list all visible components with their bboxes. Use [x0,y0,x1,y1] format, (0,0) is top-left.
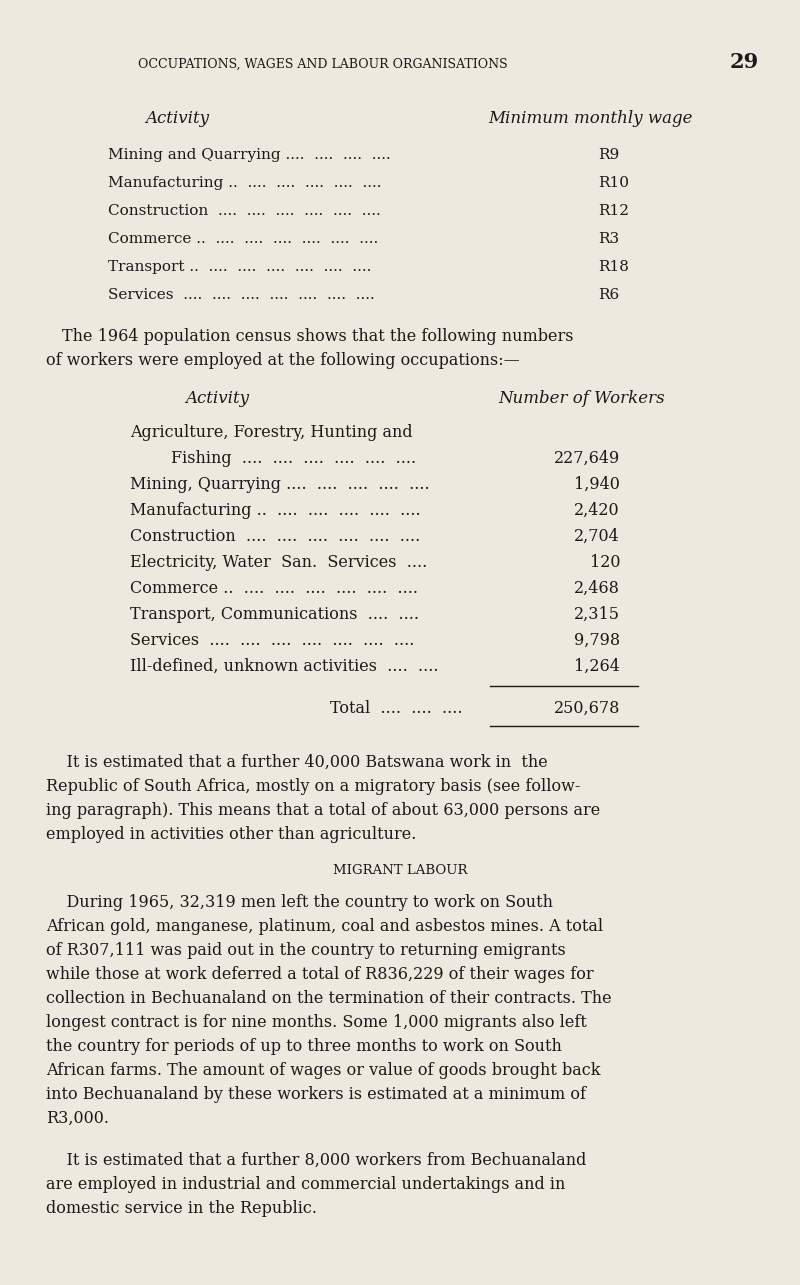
Text: R9: R9 [598,148,619,162]
Text: During 1965, 32,319 men left the country to work on South: During 1965, 32,319 men left the country… [46,894,553,911]
Text: Commerce ..  ....  ....  ....  ....  ....  ....: Commerce .. .... .... .... .... .... ...… [108,233,378,245]
Text: Transport, Communications  ....  ....: Transport, Communications .... .... [130,607,419,623]
Text: of workers were employed at the following occupations:—: of workers were employed at the followin… [46,352,520,369]
Text: OCCUPATIONS, WAGES AND LABOUR ORGANISATIONS: OCCUPATIONS, WAGES AND LABOUR ORGANISATI… [138,58,508,71]
Text: It is estimated that a further 8,000 workers from Bechuanaland: It is estimated that a further 8,000 wor… [46,1151,586,1169]
Text: Transport ..  ....  ....  ....  ....  ....  ....: Transport .. .... .... .... .... .... ..… [108,260,371,274]
Text: R10: R10 [598,176,629,190]
Text: R6: R6 [598,288,619,302]
Text: of R307,111 was paid out in the country to returning emigrants: of R307,111 was paid out in the country … [46,942,566,959]
Text: It is estimated that a further 40,000 Batswana work in  the: It is estimated that a further 40,000 Ba… [46,754,548,771]
Text: collection in Bechuanaland on the termination of their contracts. The: collection in Bechuanaland on the termin… [46,989,612,1007]
Text: Manufacturing ..  ....  ....  ....  ....  ....: Manufacturing .. .... .... .... .... ...… [130,502,421,519]
Text: Activity: Activity [145,111,209,127]
Text: African gold, manganese, platinum, coal and asbestos mines. A total: African gold, manganese, platinum, coal … [46,917,603,935]
Text: into Bechuanaland by these workers is estimated at a minimum of: into Bechuanaland by these workers is es… [46,1086,586,1103]
Text: Services  ....  ....  ....  ....  ....  ....  ....: Services .... .... .... .... .... .... .… [130,632,414,649]
Text: MIGRANT LABOUR: MIGRANT LABOUR [333,864,467,876]
Text: while those at work deferred a total of R836,229 of their wages for: while those at work deferred a total of … [46,966,594,983]
Text: Total  ....  ....  ....: Total .... .... .... [330,700,462,717]
Text: The 1964 population census shows that the following numbers: The 1964 population census shows that th… [62,328,574,344]
Text: Construction  ....  ....  ....  ....  ....  ....: Construction .... .... .... .... .... ..… [130,528,420,545]
Text: Electricity, Water  San.  Services  ....: Electricity, Water San. Services .... [130,554,427,571]
Text: employed in activities other than agriculture.: employed in activities other than agricu… [46,826,416,843]
Text: African farms. The amount of wages or value of goods brought back: African farms. The amount of wages or va… [46,1061,601,1079]
Text: domestic service in the Republic.: domestic service in the Republic. [46,1200,317,1217]
Text: Manufacturing ..  ....  ....  ....  ....  ....: Manufacturing .. .... .... .... .... ...… [108,176,382,190]
Text: Activity: Activity [185,391,249,407]
Text: R3,000.: R3,000. [46,1110,109,1127]
Text: Commerce ..  ....  ....  ....  ....  ....  ....: Commerce .. .... .... .... .... .... ...… [130,580,418,598]
Text: Agriculture, Forestry, Hunting and: Agriculture, Forestry, Hunting and [130,424,413,441]
Text: Fishing  ....  ....  ....  ....  ....  ....: Fishing .... .... .... .... .... .... [130,450,416,466]
Text: longest contract is for nine months. Some 1,000 migrants also left: longest contract is for nine months. Som… [46,1014,587,1031]
Text: 2,420: 2,420 [574,502,620,519]
Text: are employed in industrial and commercial undertakings and in: are employed in industrial and commercia… [46,1176,566,1192]
Text: 2,704: 2,704 [574,528,620,545]
Text: 2,315: 2,315 [574,607,620,623]
Text: Republic of South Africa, mostly on a migratory basis (see follow-: Republic of South Africa, mostly on a mi… [46,777,580,795]
Text: 29: 29 [730,51,759,72]
Text: 227,649: 227,649 [554,450,620,466]
Text: Mining and Quarrying ....  ....  ....  ....: Mining and Quarrying .... .... .... .... [108,148,390,162]
Text: R18: R18 [598,260,629,274]
Text: ing paragraph). This means that a total of about 63,000 persons are: ing paragraph). This means that a total … [46,802,600,819]
Text: 1,264: 1,264 [574,658,620,675]
Text: 1,940: 1,940 [574,475,620,493]
Text: 250,678: 250,678 [554,700,620,717]
Text: Number of Workers: Number of Workers [498,391,665,407]
Text: R12: R12 [598,204,629,218]
Text: 120: 120 [590,554,620,571]
Text: Ill-defined, unknown activities  ....  ....: Ill-defined, unknown activities .... ...… [130,658,438,675]
Text: Minimum monthly wage: Minimum monthly wage [488,111,693,127]
Text: the country for periods of up to three months to work on South: the country for periods of up to three m… [46,1038,562,1055]
Text: 9,798: 9,798 [574,632,620,649]
Text: Construction  ....  ....  ....  ....  ....  ....: Construction .... .... .... .... .... ..… [108,204,381,218]
Text: Mining, Quarrying ....  ....  ....  ....  ....: Mining, Quarrying .... .... .... .... ..… [130,475,430,493]
Text: Services  ....  ....  ....  ....  ....  ....  ....: Services .... .... .... .... .... .... .… [108,288,374,302]
Text: 2,468: 2,468 [574,580,620,598]
Text: R3: R3 [598,233,619,245]
